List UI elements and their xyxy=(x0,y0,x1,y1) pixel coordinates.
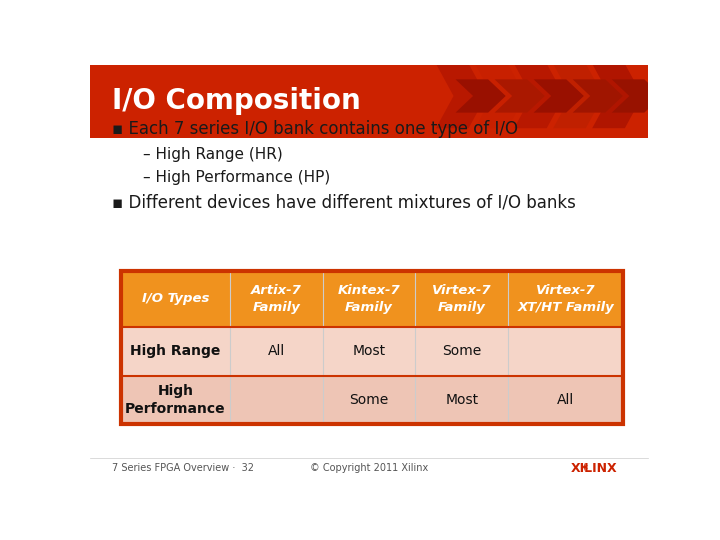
Text: I/O Composition: I/O Composition xyxy=(112,87,361,115)
Text: 7 Series FPGA Overview ·  32: 7 Series FPGA Overview · 32 xyxy=(112,463,254,473)
Bar xyxy=(323,327,415,376)
Polygon shape xyxy=(514,64,564,128)
Text: High
Performance: High Performance xyxy=(125,384,225,416)
Polygon shape xyxy=(534,79,584,113)
Polygon shape xyxy=(553,64,603,128)
Text: Virtex-7
Family: Virtex-7 Family xyxy=(432,284,492,314)
Text: Some: Some xyxy=(349,393,389,407)
Text: ✶: ✶ xyxy=(580,463,589,473)
Bar xyxy=(121,327,230,376)
Polygon shape xyxy=(612,79,662,113)
Bar xyxy=(121,376,230,424)
Bar xyxy=(230,327,323,376)
Bar xyxy=(121,271,623,424)
Bar xyxy=(415,327,508,376)
Bar xyxy=(323,376,415,424)
Bar xyxy=(508,376,623,424)
Text: Artix-7
Family: Artix-7 Family xyxy=(251,284,302,314)
Text: ▪ Different devices have different mixtures of I/O banks: ▪ Different devices have different mixtu… xyxy=(112,194,576,212)
Text: – High Range (HR): – High Range (HR) xyxy=(143,147,283,161)
Polygon shape xyxy=(475,64,526,128)
Bar xyxy=(121,271,230,327)
Text: Virtex-7
XT/HT Family: Virtex-7 XT/HT Family xyxy=(517,284,614,314)
Bar xyxy=(230,271,323,327)
Bar xyxy=(415,376,508,424)
Polygon shape xyxy=(495,79,545,113)
Bar xyxy=(508,327,623,376)
Text: – High Performance (HP): – High Performance (HP) xyxy=(143,170,330,185)
Text: All: All xyxy=(557,393,574,407)
Polygon shape xyxy=(456,79,505,113)
Bar xyxy=(508,271,623,327)
Bar xyxy=(230,376,323,424)
Polygon shape xyxy=(572,79,623,113)
Text: Most: Most xyxy=(445,393,478,407)
Text: I/O Types: I/O Types xyxy=(142,292,209,305)
Bar xyxy=(415,271,508,327)
Polygon shape xyxy=(436,64,486,128)
Text: ▪ Each 7 series I/O bank contains one type of I/O: ▪ Each 7 series I/O bank contains one ty… xyxy=(112,120,518,138)
Polygon shape xyxy=(592,64,642,128)
Text: High Range: High Range xyxy=(130,344,220,358)
Text: All: All xyxy=(268,344,285,358)
Bar xyxy=(90,65,648,138)
Text: Some: Some xyxy=(442,344,482,358)
Bar xyxy=(323,271,415,327)
Text: XILINX: XILINX xyxy=(571,462,617,475)
Text: © Copyright 2011 Xilinx: © Copyright 2011 Xilinx xyxy=(310,463,428,473)
Text: Kintex-7
Family: Kintex-7 Family xyxy=(338,284,400,314)
Text: Most: Most xyxy=(353,344,386,358)
